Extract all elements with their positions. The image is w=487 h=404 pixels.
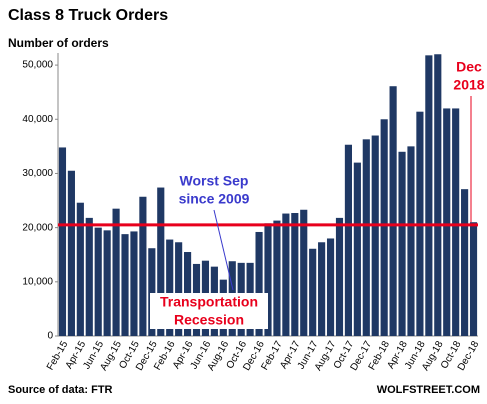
chart-title: Class 8 Truck Orders [8, 7, 168, 24]
bar [326, 238, 335, 336]
y-tick-label: 0 [47, 331, 53, 342]
bar [291, 213, 299, 336]
bar [425, 55, 433, 336]
bar [461, 189, 469, 336]
pointer [213, 209, 234, 291]
y-axis-label: Number of orders [8, 36, 109, 50]
annotation: Transportation [160, 294, 258, 310]
bar [344, 144, 352, 336]
y-tick-label: 10,000 [22, 276, 53, 287]
y-tick-label: 40,000 [22, 114, 53, 125]
annotation: 2018 [453, 77, 484, 93]
annotation: Recession [174, 312, 244, 328]
source: Source of data: FTR [8, 384, 113, 396]
bar [282, 213, 290, 336]
bar [362, 139, 370, 336]
bar [318, 242, 326, 336]
annotation: since 2009 [179, 191, 250, 207]
bar [469, 222, 478, 336]
credit: WOLFSTREET.COM [377, 384, 480, 396]
bar [139, 196, 147, 336]
bar [148, 248, 156, 336]
bar [157, 187, 165, 336]
bar [264, 223, 272, 336]
annotation: Worst Sep [180, 173, 249, 189]
bar [166, 239, 174, 336]
y-tick-label: 50,000 [22, 60, 53, 71]
bar [121, 234, 129, 336]
bar [130, 231, 138, 336]
bar [398, 151, 406, 336]
bar [76, 202, 84, 336]
bar [112, 208, 120, 336]
bar [273, 220, 281, 336]
bar [389, 86, 397, 336]
y-tick-label: 20,000 [22, 222, 53, 233]
label-box [150, 293, 268, 329]
bar [452, 108, 460, 336]
bar [309, 248, 317, 336]
bar [443, 108, 451, 336]
y-tick-label: 30,000 [22, 168, 53, 179]
bar [434, 54, 442, 336]
bar [255, 231, 263, 336]
bar [103, 230, 111, 336]
bar [335, 217, 344, 336]
bar [380, 119, 388, 336]
annotation: Dec [456, 59, 482, 75]
bar [85, 217, 93, 336]
bar [94, 227, 102, 336]
bar [175, 242, 183, 336]
bar [407, 146, 415, 336]
bar [67, 170, 75, 336]
bar [353, 162, 361, 336]
bar [371, 135, 379, 336]
bar [58, 147, 67, 336]
bar [300, 209, 308, 336]
